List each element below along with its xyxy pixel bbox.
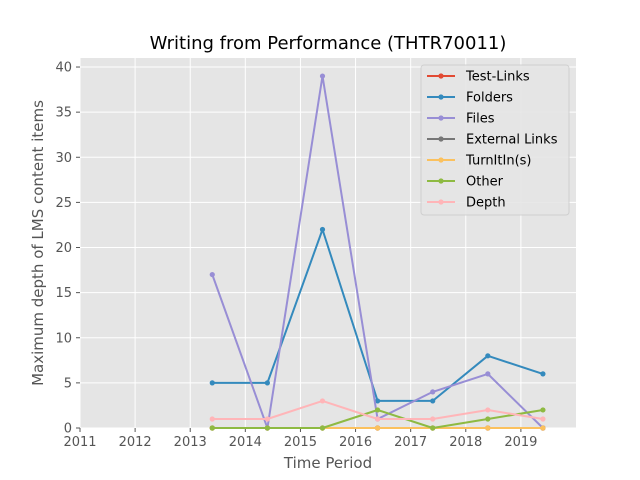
data-point-folders	[540, 371, 546, 377]
legend-entry: Folders	[427, 91, 513, 106]
data-point-other	[264, 425, 270, 431]
data-point-depth	[209, 416, 215, 422]
legend-box	[420, 64, 570, 216]
x-tick-label: 2016	[339, 435, 372, 450]
legend-marker	[438, 157, 444, 163]
data-point-folders	[430, 398, 436, 404]
data-point-folders	[209, 380, 215, 386]
legend-entry: External Links	[427, 133, 558, 148]
data-point-other	[540, 407, 546, 413]
series-other	[209, 407, 546, 431]
y-tick-label: 15	[55, 286, 72, 301]
data-point-other	[430, 425, 436, 431]
x-tick-label: 2018	[449, 435, 482, 450]
legend: Test-Links Folders Files External Links Turn…	[420, 64, 570, 216]
legend-entry: Files	[427, 112, 495, 127]
legend-entry: Other	[427, 175, 504, 190]
data-point-depth	[375, 416, 381, 422]
y-tick-label: 25	[55, 196, 72, 211]
x-axis-label: Time Period	[283, 454, 372, 472]
x-tick-label: 2014	[229, 435, 262, 450]
y-tick-label: 20	[55, 241, 72, 256]
data-point-folders	[485, 353, 491, 359]
data-point-turnitin-s	[485, 425, 491, 431]
x-tick-label: 2011	[63, 435, 96, 450]
data-point-depth	[540, 416, 546, 422]
x-tick-label: 2017	[394, 435, 427, 450]
legend-label: External Links	[466, 133, 558, 148]
data-point-depth	[264, 416, 270, 422]
data-point-files	[319, 73, 326, 79]
legend-marker	[438, 115, 444, 121]
legend-entry: TurnItIn(s)	[427, 154, 531, 169]
x-axis-ticks: 2011 2012 2013 2014 2015 2016 2017 2018 2019	[63, 428, 537, 450]
legend-entry: Depth	[427, 196, 506, 211]
data-point-other	[209, 425, 215, 431]
data-point-turnitin-s	[375, 425, 381, 431]
data-point-files	[430, 389, 436, 395]
legend-entry: Test-Links	[427, 70, 530, 85]
series-folders	[209, 226, 546, 404]
y-tick-label: 10	[55, 331, 72, 346]
y-axis-ticks: 0 5 10 15 20 25 30 35 40	[55, 61, 80, 437]
data-point-folders	[264, 380, 270, 386]
data-point-folders	[375, 398, 381, 404]
data-point-files	[209, 271, 215, 278]
data-point-depth	[319, 398, 326, 404]
y-tick-label: 40	[55, 61, 72, 76]
data-point-other	[319, 425, 326, 431]
legend-label: TurnItIn(s)	[465, 154, 531, 169]
data-point-turnitin-s	[540, 425, 546, 431]
chart-title: Writing from Performance (THTR70011)	[150, 33, 507, 54]
y-axis-label: Maximum depth of LMS content items	[29, 100, 47, 386]
legend-label: Other	[466, 175, 504, 190]
legend-marker	[438, 94, 444, 100]
legend-marker	[438, 136, 444, 142]
legend-marker	[438, 178, 444, 184]
x-tick-label: 2013	[174, 435, 207, 450]
legend-label: Files	[466, 112, 495, 127]
legend-label: Depth	[466, 196, 506, 211]
y-tick-label: 0	[64, 422, 72, 437]
legend-label: Test-Links	[465, 70, 530, 85]
data-point-depth	[430, 416, 436, 422]
data-point-folders	[319, 226, 326, 233]
y-tick-label: 35	[55, 106, 72, 121]
x-tick-label: 2015	[284, 435, 317, 450]
legend-label: Folders	[466, 91, 513, 106]
x-tick-label: 2012	[119, 435, 152, 450]
legend-marker	[438, 73, 444, 79]
y-tick-label: 5	[64, 376, 72, 391]
data-point-files	[485, 371, 491, 377]
legend-marker	[438, 199, 444, 205]
data-point-other	[375, 407, 381, 413]
data-point-depth	[485, 407, 491, 413]
series-depth	[209, 398, 546, 422]
x-tick-label: 2019	[504, 435, 537, 450]
series-layer	[209, 73, 546, 431]
y-tick-label: 30	[55, 151, 72, 166]
data-point-other	[485, 416, 491, 422]
